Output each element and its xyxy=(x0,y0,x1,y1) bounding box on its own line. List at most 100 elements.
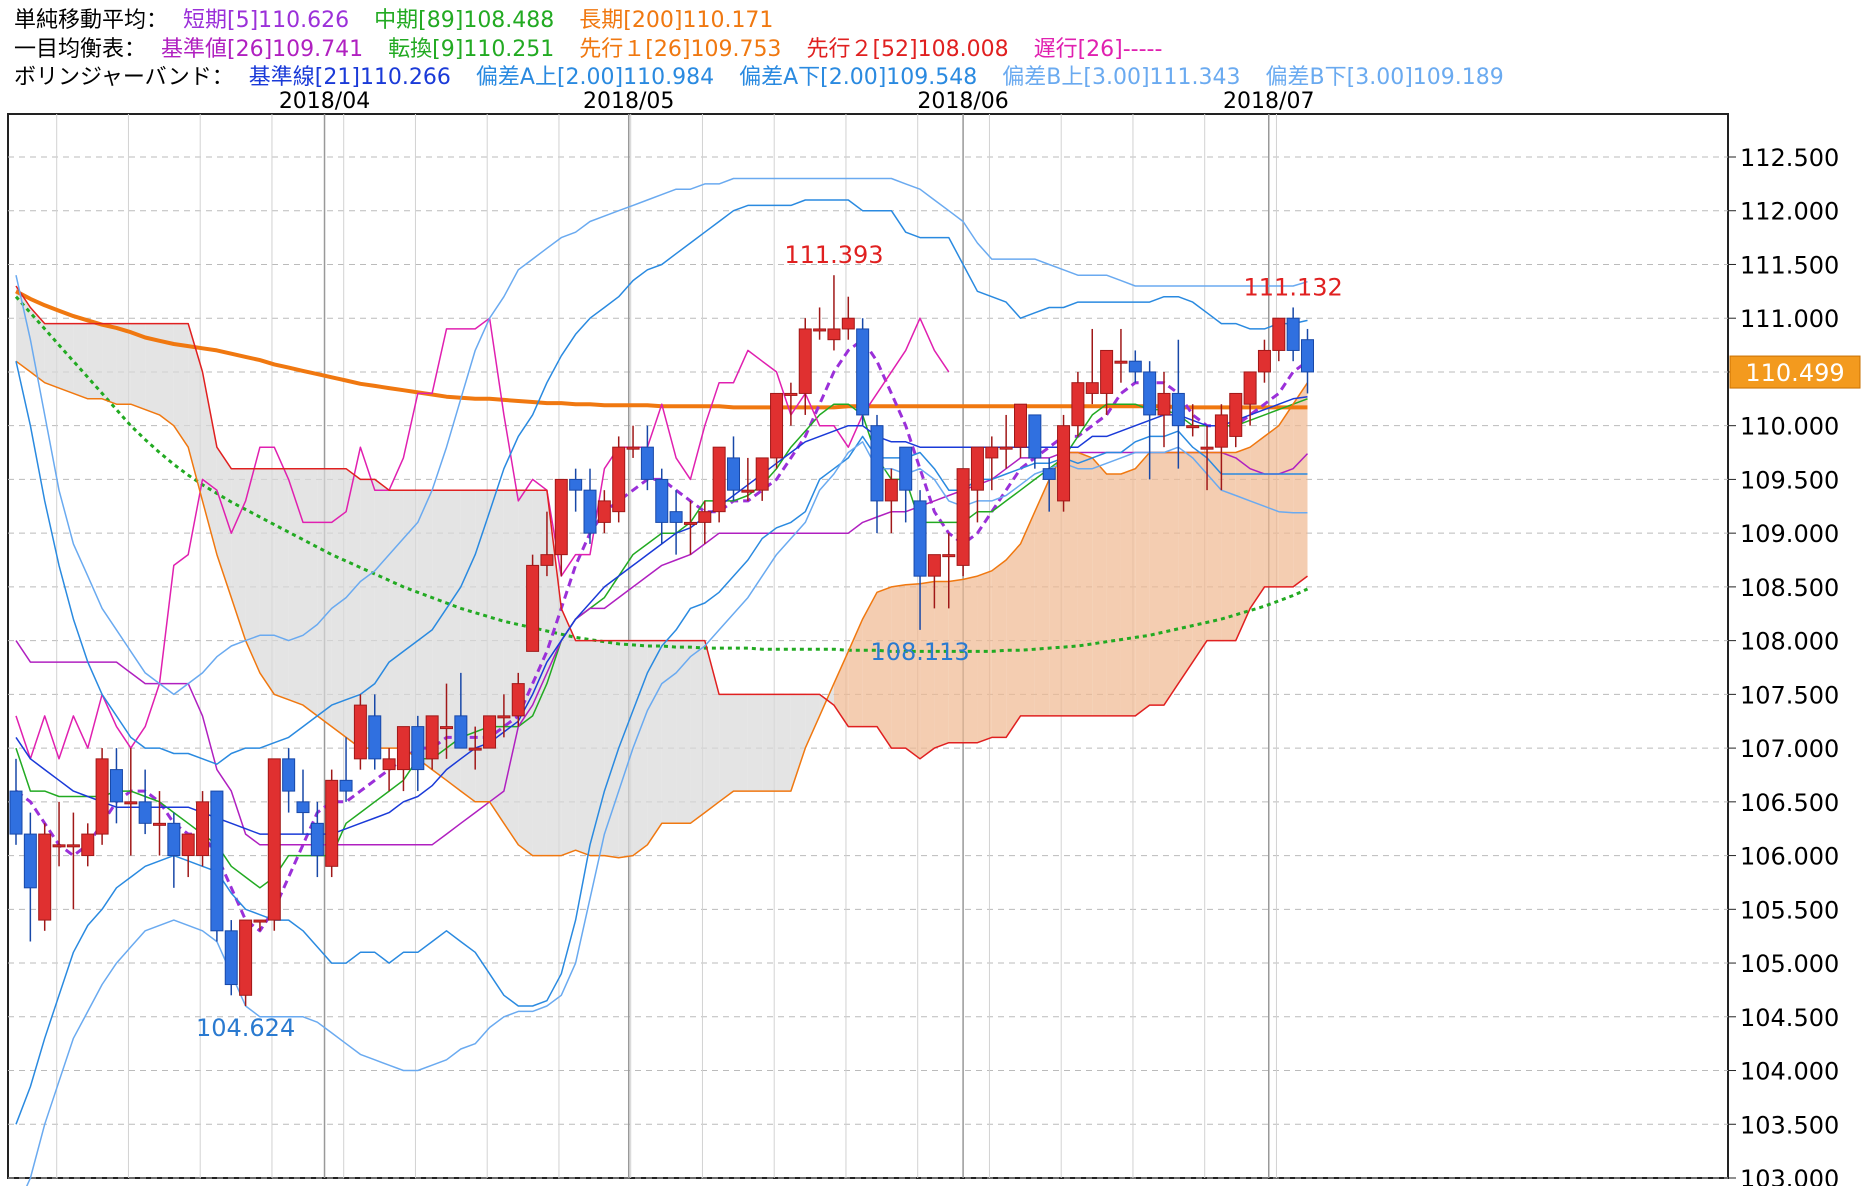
candle-body xyxy=(798,328,812,394)
ichimoku-cloud-segment xyxy=(389,490,404,749)
ichimoku-cloud-segment xyxy=(102,323,117,405)
ichimoku-cloud-segment xyxy=(30,307,45,383)
legend-sma-long: 長期[200]110.171 xyxy=(579,8,774,33)
indicator-line xyxy=(15,177,1308,696)
candle-body xyxy=(224,930,238,986)
legend-sma-mid: 中期[89]108.488 xyxy=(374,8,555,33)
ichimoku-cloud-segment xyxy=(1149,452,1164,706)
ichimoku-cloud-segment xyxy=(16,285,31,372)
ichimoku-cloud-segment xyxy=(1006,543,1021,738)
y-tick-label: 112.500 xyxy=(1740,144,1839,172)
candle-body xyxy=(38,833,52,921)
ichimoku-cloud-segment xyxy=(173,323,189,448)
x-tick-label: 2018/06 xyxy=(917,89,1008,114)
candle-body xyxy=(468,747,482,751)
y-tick-label: 109.000 xyxy=(1740,520,1839,548)
candle-body xyxy=(683,521,697,525)
ichimoku-cloud-segment xyxy=(776,694,791,792)
ichimoku-cloud-segment xyxy=(747,694,763,792)
candle-body xyxy=(210,790,224,932)
candle-body xyxy=(411,726,425,771)
candle-body xyxy=(741,489,755,493)
candle-body xyxy=(52,844,66,848)
candle-body xyxy=(382,758,396,771)
ichimoku-cloud-segment xyxy=(805,694,820,749)
legend-row-ichimoku: 一目均衡表： 基準値[26]109.741 転換[9]110.251 先行１[2… xyxy=(14,31,1180,63)
candle-body xyxy=(597,500,611,523)
ichimoku-cloud-segment xyxy=(991,560,1007,738)
ichimoku-cloud-segment xyxy=(44,323,60,389)
candle-body xyxy=(655,478,669,523)
candle-body xyxy=(999,446,1013,450)
candle-body xyxy=(1214,414,1228,448)
price-annotation: 111.132 xyxy=(1244,273,1343,301)
y-tick-label: 107.500 xyxy=(1740,681,1839,709)
candle-body xyxy=(9,790,23,835)
candle-body xyxy=(497,715,511,719)
ichimoku-cloud-segment xyxy=(790,694,806,792)
current-price-label: 110.499 xyxy=(1745,359,1844,387)
ichimoku-cloud-segment xyxy=(719,694,734,802)
ichimoku-cloud-segment xyxy=(862,592,877,727)
candle-body xyxy=(755,457,769,491)
ichimoku-cloud-segment xyxy=(575,640,590,856)
candle-body xyxy=(353,704,367,760)
ichimoku-cloud-segment xyxy=(647,640,662,845)
candle-body xyxy=(554,478,568,556)
candle-body xyxy=(626,446,640,450)
x-tick-label: 2018/07 xyxy=(1223,89,1314,114)
candle-body xyxy=(396,726,410,771)
y-tick-label: 103.000 xyxy=(1740,1165,1839,1186)
ichimoku-cloud-segment xyxy=(116,323,131,405)
ichimoku-cloud-segment xyxy=(977,570,992,743)
candle-body xyxy=(1286,317,1300,351)
candle-body xyxy=(669,511,683,523)
candle-body xyxy=(1171,392,1185,427)
candle-body xyxy=(856,328,870,416)
candle-body xyxy=(1272,317,1286,351)
candle-body xyxy=(483,715,497,749)
candle-body xyxy=(1028,414,1042,459)
candle-body xyxy=(927,554,941,577)
ichimoku-cloud-segment xyxy=(1264,425,1279,587)
candle-body xyxy=(784,392,798,396)
candle-body xyxy=(540,554,554,566)
candle-body xyxy=(970,446,984,491)
ichimoku-cloud-segment xyxy=(590,640,605,856)
candle-body xyxy=(138,801,152,824)
y-tick-label: 106.000 xyxy=(1740,843,1839,871)
candle-body xyxy=(1114,360,1128,364)
ichimoku-cloud-segment xyxy=(1192,452,1208,663)
indicator-line xyxy=(15,199,1308,765)
price-annotation: 104.624 xyxy=(196,1014,295,1042)
candle-body xyxy=(727,457,740,491)
candle-body xyxy=(95,758,109,835)
ichimoku-cloud-segment xyxy=(1120,468,1136,716)
y-tick-label: 111.500 xyxy=(1740,251,1839,279)
y-tick-label: 104.000 xyxy=(1740,1058,1839,1086)
candle-body xyxy=(841,317,855,330)
ichimoku-cloud-segment xyxy=(618,640,634,858)
ichimoku-cloud-segment xyxy=(762,694,777,792)
candle-body xyxy=(511,683,525,717)
ichimoku-cloud-segment xyxy=(274,468,289,700)
legend-bb-b-upper: 偏差B上[3.00]111.343 xyxy=(1002,65,1241,90)
ichimoku-cloud-segment xyxy=(188,323,203,501)
legend-bb-a-upper: 偏差A上[2.00]110.984 xyxy=(475,65,715,90)
ichimoku-cloud-segment xyxy=(1063,452,1078,716)
ichimoku-cloud-segment xyxy=(460,490,476,802)
legend-row-sma: 単純移動平均： 短期[5]110.626 中期[89]108.488 長期[20… xyxy=(14,2,791,34)
legend-title-ichimoku: 一目均衡表： xyxy=(14,37,147,62)
candle-body xyxy=(1128,360,1142,373)
legend-ichimoku-senkou2: 先行２[52]108.008 xyxy=(806,37,1009,62)
candle-body xyxy=(1200,446,1214,450)
ichimoku-cloud-segment xyxy=(891,584,906,749)
candle-body xyxy=(1057,425,1071,502)
candle-body xyxy=(425,715,439,760)
ichimoku-cloud-segment xyxy=(733,694,748,792)
y-tick-label: 112.000 xyxy=(1740,198,1839,226)
y-tick-label: 105.500 xyxy=(1740,896,1839,924)
ichimoku-cloud-segment xyxy=(1293,382,1308,587)
candle-body xyxy=(956,468,970,566)
ichimoku-cloud-segment xyxy=(920,581,935,759)
